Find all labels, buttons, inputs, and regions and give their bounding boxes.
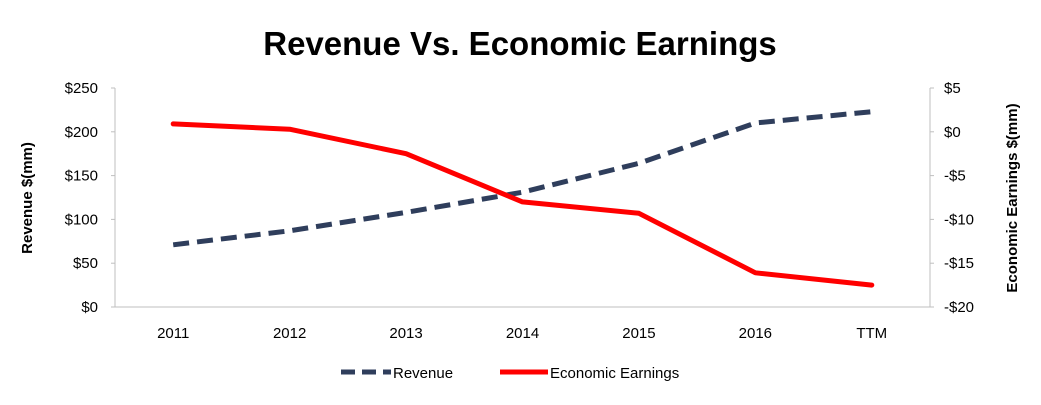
- right-tick-label: $0: [944, 124, 961, 141]
- left-axis-title: Revenue $(mm): [19, 142, 36, 254]
- right-axis-title: Economic Earnings $(mm): [1004, 103, 1021, 292]
- legend: Revenue Economic Earnings: [341, 365, 679, 382]
- right-tick-label: -$10: [944, 211, 974, 228]
- x-tick-label: 2016: [739, 325, 772, 342]
- right-tick-label: -$20: [944, 299, 974, 316]
- plot-axes: [114, 88, 931, 308]
- x-tick-label: 2014: [506, 325, 539, 342]
- right-tick-label: -$15: [944, 255, 974, 272]
- left-tick-label: $150: [65, 168, 98, 185]
- x-tick-label: 2015: [622, 325, 655, 342]
- legend-label-economic-earnings: Economic Earnings: [550, 365, 679, 382]
- series-line-revenue: [172, 109, 873, 248]
- left-tick-label: $100: [65, 211, 98, 228]
- right-tick-label: -$5: [944, 168, 966, 185]
- x-axis-ticks: 2011 2012 2013 2014 2015 2016 TTM: [157, 325, 887, 342]
- x-tick-label: 2012: [273, 325, 306, 342]
- right-tick-label: $5: [944, 80, 961, 97]
- legend-label-revenue: Revenue: [393, 365, 453, 382]
- x-tick-label: TTM: [856, 325, 887, 342]
- series-layer: [170, 109, 875, 288]
- series-line-economic-earnings: [170, 121, 875, 288]
- left-axis-ticks: $0 $50 $100 $150 $200 $250: [65, 80, 115, 316]
- x-tick-label: 2013: [389, 325, 422, 342]
- chart-title: Revenue Vs. Economic Earnings: [263, 25, 777, 62]
- left-tick-label: $250: [65, 80, 98, 97]
- x-tick-label: 2011: [157, 325, 189, 342]
- left-tick-label: $0: [81, 299, 98, 316]
- left-tick-label: $200: [65, 124, 98, 141]
- right-axis-ticks: -$20 -$15 -$10 -$5 $0 $5: [930, 80, 974, 316]
- left-tick-label: $50: [73, 255, 98, 272]
